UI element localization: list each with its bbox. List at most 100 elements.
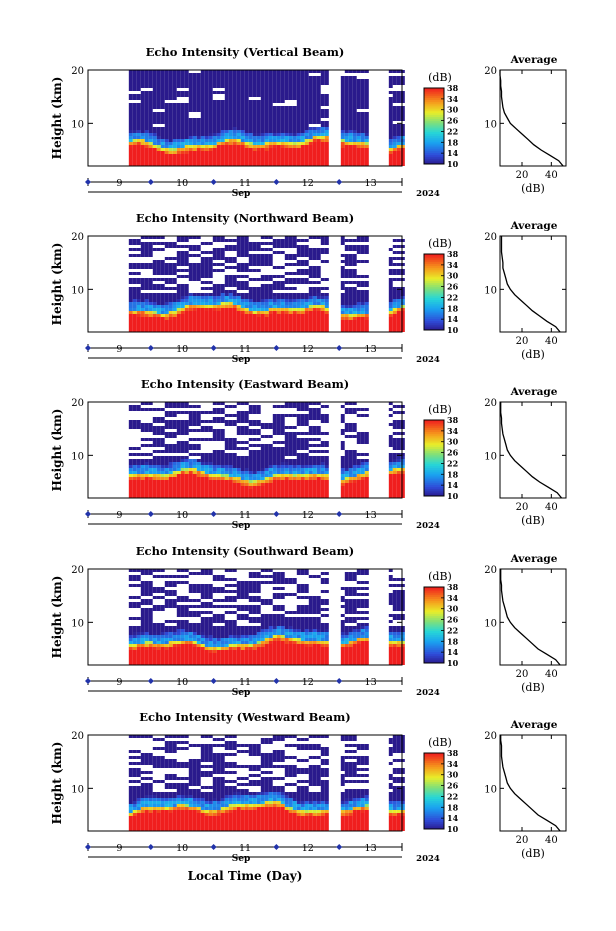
colorbar-tick-label: 26	[447, 448, 459, 458]
profile-x-tick-label: 20	[516, 669, 529, 680]
y-tick-label: 20	[71, 565, 84, 576]
profile-line	[500, 402, 563, 499]
tick-marker	[273, 844, 280, 850]
x-tick-label: 12	[302, 677, 314, 688]
profile-x-tick-label: 40	[545, 502, 558, 513]
profile-y-tick-label: 20	[484, 398, 497, 409]
colorbar-tick-label: 34	[447, 759, 459, 769]
profile-x-tick-label: 20	[516, 835, 529, 846]
tick-marker	[85, 844, 91, 850]
x-tick-label: 11	[239, 843, 251, 854]
colorbar-tick-label: 22	[447, 292, 458, 302]
plot-frame	[87, 401, 403, 499]
colorbar-tick-label: 34	[447, 426, 459, 436]
average-profile: Average 10 20 20 40(dB)	[484, 386, 567, 527]
colorbar-tick-label: 18	[447, 137, 459, 147]
y-tick-label: 10	[71, 784, 84, 795]
colorbar-tick-label: 38	[447, 415, 459, 425]
x-tick-label: 12	[302, 843, 314, 854]
profile-x-tick-label: 40	[545, 170, 558, 181]
x-tick-label: 10	[176, 344, 188, 355]
x-tick-label: 10	[176, 677, 188, 688]
x-tick-label: 9	[116, 178, 122, 189]
tick-marker	[147, 844, 154, 850]
colorbar-tick-label: 34	[447, 593, 459, 603]
profile-y-tick-label: 10	[484, 285, 497, 296]
colorbar-tick-label: 38	[447, 582, 459, 592]
colorbar-tick-label: 14	[447, 480, 459, 490]
y-axis-label: Height (km)	[50, 742, 64, 825]
colorbar-tick-label: 26	[447, 282, 459, 292]
colorbar-label: (dB)	[428, 403, 452, 416]
panel-2: Echo Intensity (Northward Beam) 10 20 Heigh…	[50, 211, 567, 365]
colorbar-tick-label: 22	[447, 791, 458, 801]
profile-y-tick-label: 20	[484, 565, 497, 576]
tick-marker	[85, 511, 91, 517]
average-profile: Average 10 20 20 40(dB)	[484, 220, 567, 361]
profile-x-axis-label: (dB)	[521, 348, 545, 361]
year-label: 2024	[416, 355, 440, 365]
x-tick-label: 12	[302, 344, 314, 355]
y-axis-label: Height (km)	[50, 409, 64, 492]
x-tick-label: 13	[365, 677, 377, 688]
profile-x-tick-label: 40	[545, 336, 558, 347]
tick-marker	[85, 678, 91, 684]
heatmap-field	[128, 402, 405, 498]
tick-marker	[273, 511, 280, 517]
colorbar-tick-label: 10	[447, 824, 459, 834]
profile-x-tick-label: 40	[545, 835, 558, 846]
x-tick-label: 11	[239, 510, 251, 521]
year-label: 2024	[416, 521, 440, 531]
colorbar-tick-label: 30	[447, 604, 459, 614]
colorbar-tick-label: 10	[447, 658, 459, 668]
x-tick-label: 11	[239, 344, 251, 355]
profile-y-tick-label: 20	[484, 66, 497, 77]
y-axis-label: Height (km)	[50, 243, 64, 326]
tick-marker	[336, 511, 343, 517]
profile-y-tick-label: 10	[484, 119, 497, 130]
tick-marker	[210, 179, 217, 185]
tick-marker	[336, 179, 343, 185]
x-tick-label: 12	[302, 178, 314, 189]
month-label: Sep	[232, 355, 251, 365]
year-label: 2024	[416, 189, 440, 199]
profile-x-tick-label: 20	[516, 336, 529, 347]
y-tick-label: 20	[71, 398, 84, 409]
panel-title: Echo Intensity (Northward Beam)	[136, 211, 354, 225]
colorbar-tick-label: 38	[447, 83, 459, 93]
x-tick-label: 11	[239, 178, 251, 189]
profile-line	[500, 236, 561, 333]
colorbar-tick-label: 22	[447, 625, 458, 635]
plot-frame	[87, 568, 403, 666]
y-axis-label: Height (km)	[50, 576, 64, 659]
panel-title: Echo Intensity (Southward Beam)	[136, 544, 354, 558]
profile-line	[500, 569, 561, 666]
month-label: Sep	[232, 854, 251, 864]
average-profile: Average 10 20 20 40(dB)	[484, 719, 567, 860]
x-tick-label: 12	[302, 510, 314, 521]
colorbar-tick-label: 26	[447, 116, 459, 126]
colorbar-tick-label: 10	[447, 325, 459, 335]
profile-x-tick-label: 40	[545, 669, 558, 680]
profile-x-axis-label: (dB)	[521, 182, 545, 195]
x-tick-label: 11	[239, 677, 251, 688]
y-tick-label: 10	[71, 119, 84, 130]
profile-title: Average	[510, 553, 558, 565]
tick-marker	[273, 179, 280, 185]
profile-title: Average	[510, 54, 558, 66]
colorbar-tick-label: 38	[447, 748, 459, 758]
profile-y-tick-label: 10	[484, 618, 497, 629]
x-tick-label: 9	[116, 344, 122, 355]
profile-title: Average	[510, 386, 558, 398]
panel-title: Echo Intensity (Vertical Beam)	[146, 45, 345, 59]
heatmap-field	[128, 236, 405, 332]
y-axis-label: Height (km)	[50, 77, 64, 160]
colorbar-tick-label: 18	[447, 303, 459, 313]
panel-3: Echo Intensity (Eastward Beam) 10 20 Height…	[50, 377, 567, 531]
tick-marker	[210, 678, 217, 684]
panel-1: Echo Intensity (Vertical Beam) 10 20 Height…	[50, 45, 567, 199]
